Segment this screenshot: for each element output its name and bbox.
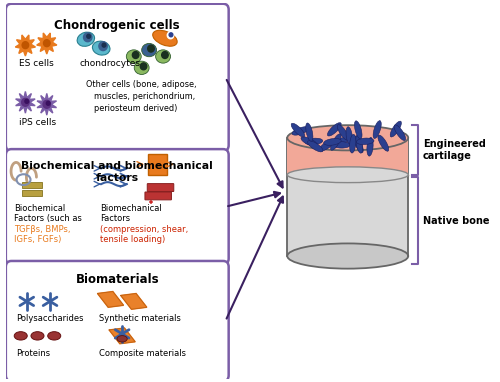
Polygon shape	[16, 35, 36, 56]
Ellipse shape	[291, 123, 304, 137]
Ellipse shape	[338, 125, 349, 140]
Bar	[288, 138, 408, 175]
Polygon shape	[109, 328, 135, 344]
Ellipse shape	[117, 336, 128, 342]
Ellipse shape	[367, 138, 373, 156]
Text: Biomaterials: Biomaterials	[76, 273, 159, 286]
Text: Synthetic materials: Synthetic materials	[99, 314, 181, 323]
Ellipse shape	[332, 137, 349, 146]
Polygon shape	[98, 291, 124, 307]
Circle shape	[162, 52, 168, 58]
Circle shape	[168, 32, 174, 39]
Circle shape	[46, 101, 50, 105]
Text: chondrocytes: chondrocytes	[80, 59, 140, 68]
Text: Chondrogenic cells: Chondrogenic cells	[54, 19, 180, 32]
Text: Polysaccharides: Polysaccharides	[16, 314, 84, 323]
Text: IGFs, FGFs): IGFs, FGFs)	[14, 235, 62, 244]
Ellipse shape	[301, 137, 318, 146]
Text: iPS cells: iPS cells	[19, 118, 56, 127]
Polygon shape	[16, 91, 35, 113]
Ellipse shape	[134, 61, 149, 74]
Circle shape	[132, 52, 139, 58]
Ellipse shape	[306, 123, 313, 141]
Ellipse shape	[378, 135, 388, 151]
Circle shape	[148, 45, 154, 52]
Text: Biomechanical: Biomechanical	[100, 204, 162, 213]
Ellipse shape	[356, 138, 374, 144]
Ellipse shape	[356, 135, 362, 153]
FancyBboxPatch shape	[6, 149, 228, 264]
Text: Factors: Factors	[100, 214, 130, 223]
Ellipse shape	[328, 123, 341, 136]
Circle shape	[169, 33, 173, 37]
Polygon shape	[36, 33, 57, 54]
Text: Engineered
cartilage: Engineered cartilage	[422, 139, 486, 161]
Ellipse shape	[292, 127, 309, 135]
Ellipse shape	[332, 142, 350, 148]
Circle shape	[44, 40, 50, 47]
Circle shape	[43, 100, 51, 108]
Circle shape	[87, 34, 90, 38]
Circle shape	[102, 43, 106, 47]
Ellipse shape	[305, 138, 322, 145]
Ellipse shape	[31, 332, 44, 340]
Text: Proteins: Proteins	[16, 349, 50, 358]
Ellipse shape	[126, 50, 141, 63]
Ellipse shape	[288, 125, 408, 151]
Text: tensile loading): tensile loading)	[100, 235, 165, 244]
Ellipse shape	[92, 41, 110, 55]
Text: periosteum derived): periosteum derived)	[94, 104, 178, 113]
Text: Factors (such as: Factors (such as	[14, 214, 82, 223]
Text: Biochemical: Biochemical	[14, 204, 66, 213]
Ellipse shape	[14, 332, 27, 340]
Ellipse shape	[346, 127, 352, 145]
Text: Native bone: Native bone	[422, 215, 489, 225]
Text: (compression, shear,: (compression, shear,	[100, 225, 188, 235]
Ellipse shape	[48, 332, 60, 340]
Text: muscles, perichondrium,: muscles, perichondrium,	[94, 92, 196, 102]
Text: Composite materials: Composite materials	[99, 349, 186, 358]
Bar	[22, 190, 42, 196]
Ellipse shape	[330, 134, 341, 150]
Ellipse shape	[288, 167, 408, 183]
Circle shape	[22, 42, 29, 49]
Text: ES cells: ES cells	[19, 59, 54, 68]
Ellipse shape	[308, 141, 323, 152]
Ellipse shape	[354, 136, 363, 153]
Ellipse shape	[373, 121, 381, 138]
Ellipse shape	[354, 121, 362, 139]
Ellipse shape	[288, 243, 408, 269]
Circle shape	[84, 33, 92, 42]
Circle shape	[140, 63, 147, 70]
Ellipse shape	[350, 134, 356, 153]
Text: TGFβs, BMPs,: TGFβs, BMPs,	[14, 225, 70, 235]
Bar	[288, 138, 408, 256]
Text: Biochemical and biomechanical
factors: Biochemical and biomechanical factors	[22, 161, 213, 183]
FancyBboxPatch shape	[6, 261, 228, 381]
Circle shape	[25, 99, 28, 103]
Polygon shape	[37, 94, 56, 115]
Ellipse shape	[152, 30, 177, 46]
FancyBboxPatch shape	[148, 184, 174, 191]
Polygon shape	[120, 293, 147, 309]
Circle shape	[99, 42, 108, 50]
Ellipse shape	[77, 32, 94, 46]
Ellipse shape	[394, 125, 406, 141]
Ellipse shape	[324, 139, 341, 145]
Bar	[22, 182, 42, 188]
FancyBboxPatch shape	[148, 154, 168, 175]
Circle shape	[22, 99, 29, 106]
FancyBboxPatch shape	[145, 192, 172, 200]
Ellipse shape	[390, 121, 402, 137]
Ellipse shape	[142, 44, 156, 57]
Ellipse shape	[156, 50, 170, 63]
Text: Other cells (bone, adipose,: Other cells (bone, adipose,	[86, 79, 196, 89]
FancyBboxPatch shape	[6, 4, 228, 151]
Ellipse shape	[320, 139, 334, 151]
